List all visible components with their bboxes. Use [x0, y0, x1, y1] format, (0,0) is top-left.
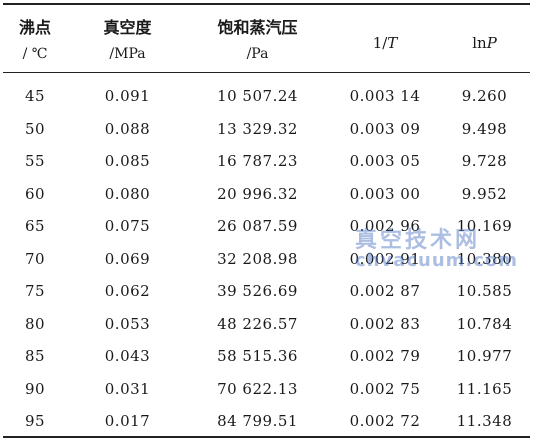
- cell-reciprocal-temp: 0.002 96: [349, 217, 421, 235]
- cell-boiling-point: 65: [24, 217, 46, 235]
- cell-vapor-pressure: 48 226.57: [217, 314, 298, 333]
- cell-vacuum: 0.062: [104, 282, 151, 300]
- cell-vacuum: 0.069: [104, 249, 151, 268]
- table-bottom-rule: [3, 436, 530, 438]
- cell-ln-pressure: 9.952: [461, 184, 508, 203]
- header-unit: /Pa: [246, 46, 269, 62]
- cell-ln-pressure: 10.380: [456, 249, 513, 268]
- cell-ln-pressure: 11.348: [456, 412, 513, 430]
- header-label: lnP: [447, 34, 522, 52]
- cell-reciprocal-temp: 0.002 72: [349, 412, 421, 430]
- cell-vacuum: 0.085: [104, 152, 151, 170]
- table-row: 85 0.043 58 515.36 0.002 79 10.977: [0, 340, 533, 372]
- table-row: 60 0.080 20 996.32 0.003 00 9.952: [0, 178, 533, 210]
- table-row: 75 0.062 39 526.69 0.002 87 10.585: [0, 275, 533, 307]
- table-header-rule: [3, 72, 530, 73]
- table-row: 90 0.031 70 622.13 0.002 75 11.165: [0, 373, 533, 405]
- cell-reciprocal-temp: 0.002 91: [349, 249, 421, 268]
- cell-boiling-point: 90: [24, 379, 46, 398]
- cell-reciprocal-temp: 0.002 79: [349, 347, 421, 365]
- cell-vapor-pressure: 39 526.69: [217, 282, 298, 300]
- table-top-rule: [3, 3, 530, 5]
- cell-boiling-point: 95: [24, 412, 46, 430]
- header-saturated-vapor-pressure: 饱和蒸汽压 /Pa: [200, 8, 315, 70]
- header-variable: T: [387, 34, 398, 52]
- cell-boiling-point: 55: [24, 152, 46, 170]
- cell-ln-pressure: 10.169: [456, 217, 513, 235]
- table-row: 80 0.053 48 226.57 0.002 83 10.784: [0, 308, 533, 340]
- cell-reciprocal-temp: 0.002 87: [349, 282, 421, 300]
- cell-vapor-pressure: 32 208.98: [217, 249, 298, 268]
- cell-vapor-pressure: 84 799.51: [217, 412, 298, 430]
- cell-vapor-pressure: 16 787.23: [217, 152, 298, 170]
- cell-vapor-pressure: 26 087.59: [217, 217, 298, 235]
- header-prefix: ln: [472, 34, 487, 52]
- cell-boiling-point: 75: [24, 282, 46, 300]
- table-row: 95 0.017 84 799.51 0.002 72 11.348: [0, 405, 533, 437]
- cell-vacuum: 0.031: [104, 379, 151, 398]
- cell-boiling-point: 70: [24, 249, 46, 268]
- cell-vacuum: 0.017: [104, 412, 151, 430]
- header-label: 沸点: [18, 18, 51, 37]
- cell-boiling-point: 80: [24, 314, 46, 333]
- table-row: 65 0.075 26 087.59 0.002 96 10.169: [0, 210, 533, 242]
- cell-vapor-pressure: 20 996.32: [217, 184, 298, 203]
- cell-boiling-point: 60: [24, 184, 46, 203]
- cell-boiling-point: 50: [24, 119, 46, 138]
- header-unit: /MPa: [109, 46, 146, 62]
- table-row: 55 0.085 16 787.23 0.003 05 9.728: [0, 145, 533, 177]
- cell-ln-pressure: 10.977: [456, 347, 513, 365]
- header-variable: P: [486, 34, 497, 52]
- cell-vacuum: 0.091: [104, 87, 151, 105]
- header-label: 1/T: [330, 34, 440, 52]
- cell-reciprocal-temp: 0.002 75: [349, 379, 421, 398]
- cell-vacuum: 0.075: [104, 217, 151, 235]
- cell-reciprocal-temp: 0.003 09: [349, 119, 421, 138]
- cell-reciprocal-temp: 0.003 05: [349, 152, 421, 170]
- header-ln-pressure: lnP: [447, 8, 522, 70]
- cell-ln-pressure: 10.784: [456, 314, 513, 333]
- cell-vapor-pressure: 10 507.24: [217, 87, 298, 105]
- cell-boiling-point: 45: [24, 87, 46, 105]
- header-reciprocal-temperature: 1/T: [330, 8, 440, 70]
- table-row: 50 0.088 13 329.32 0.003 09 9.498: [0, 113, 533, 145]
- cell-ln-pressure: 11.165: [456, 379, 513, 398]
- header-vacuum: 真空度 /MPa: [90, 8, 165, 70]
- header-label: 饱和蒸汽压: [217, 18, 298, 37]
- header-label: 真空度: [103, 18, 152, 37]
- cell-ln-pressure: 9.728: [461, 152, 508, 170]
- header-prefix: 1/: [372, 34, 388, 52]
- cell-vacuum: 0.043: [104, 347, 151, 365]
- cell-reciprocal-temp: 0.003 00: [349, 184, 421, 203]
- header-boiling-point: 沸点 / ℃: [10, 8, 60, 70]
- header-unit: / ℃: [22, 46, 48, 62]
- cell-vapor-pressure: 13 329.32: [217, 119, 298, 138]
- cell-vacuum: 0.053: [104, 314, 151, 333]
- cell-vacuum: 0.080: [104, 184, 151, 203]
- table-row: 70 0.069 32 208.98 0.002 91 10.380: [0, 243, 533, 275]
- cell-vapor-pressure: 70 622.13: [217, 379, 298, 398]
- cell-vacuum: 0.088: [104, 119, 151, 138]
- cell-boiling-point: 85: [24, 347, 46, 365]
- cell-reciprocal-temp: 0.003 14: [349, 87, 421, 105]
- cell-ln-pressure: 9.498: [461, 119, 508, 138]
- cell-reciprocal-temp: 0.002 83: [349, 314, 421, 333]
- cell-ln-pressure: 9.260: [461, 87, 508, 105]
- table-row: 45 0.091 10 507.24 0.003 14 9.260: [0, 80, 533, 112]
- cell-vapor-pressure: 58 515.36: [217, 347, 298, 365]
- cell-ln-pressure: 10.585: [456, 282, 513, 300]
